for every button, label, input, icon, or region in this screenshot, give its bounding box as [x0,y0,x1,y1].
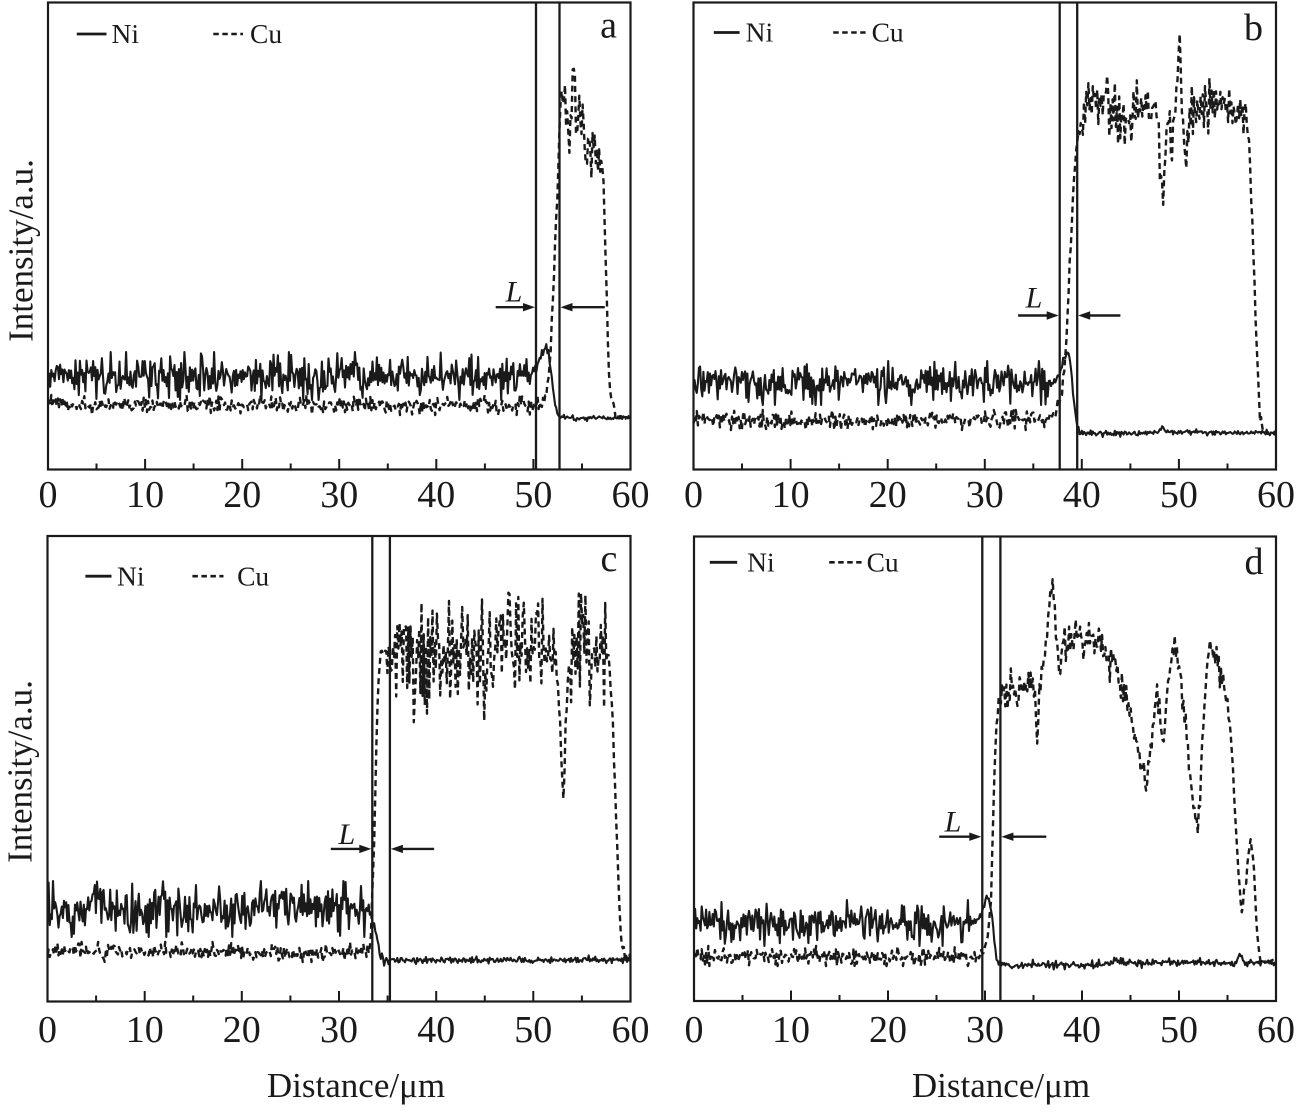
svg-text:60: 60 [612,474,650,516]
svg-text:Distance/μm: Distance/μm [267,1066,445,1105]
svg-text:a: a [600,5,617,47]
svg-text:Cu: Cu [867,547,899,578]
svg-text:Cu: Cu [237,560,269,591]
svg-text:L: L [944,806,962,839]
svg-text:0: 0 [685,1009,704,1051]
svg-text:60: 60 [612,1009,650,1051]
svg-text:40: 40 [417,474,455,516]
svg-text:50: 50 [514,1009,552,1051]
svg-text:60: 60 [1257,1009,1295,1051]
svg-text:Ni: Ni [112,18,140,49]
svg-text:10: 10 [772,474,810,516]
svg-text:50: 50 [514,474,552,516]
svg-text:10: 10 [772,1009,810,1051]
svg-text:Ni: Ni [747,547,775,578]
svg-text:0: 0 [38,1009,57,1051]
svg-text:c: c [600,538,617,580]
svg-text:20: 20 [223,1009,261,1051]
svg-text:0: 0 [684,474,703,516]
svg-text:20: 20 [869,474,907,516]
svg-text:Cu: Cu [872,17,904,48]
svg-text:10: 10 [126,474,164,516]
svg-text:Ni: Ni [746,17,774,48]
svg-text:Intensity/a.u.: Intensity/a.u. [2,159,41,342]
svg-text:30: 30 [320,1009,358,1051]
svg-text:40: 40 [1063,474,1101,516]
svg-text:L: L [337,818,355,851]
svg-text:Ni: Ni [117,560,145,591]
svg-text:50: 50 [1160,474,1198,516]
svg-text:L: L [1025,282,1043,315]
svg-text:d: d [1245,541,1264,583]
svg-text:40: 40 [1063,1009,1101,1051]
svg-text:L: L [505,276,523,309]
svg-text:b: b [1244,7,1263,49]
svg-text:20: 20 [869,1009,907,1051]
svg-text:0: 0 [39,474,58,516]
svg-text:40: 40 [417,1009,455,1051]
svg-text:Distance/μm: Distance/μm [912,1066,1090,1105]
svg-text:30: 30 [320,474,358,516]
svg-text:30: 30 [966,474,1004,516]
svg-text:30: 30 [966,1009,1004,1051]
svg-text:60: 60 [1257,474,1295,516]
svg-text:Intensity/a.u.: Intensity/a.u. [1,680,40,863]
svg-text:10: 10 [126,1009,164,1051]
svg-text:50: 50 [1160,1009,1198,1051]
svg-text:20: 20 [223,474,261,516]
svg-text:Cu: Cu [250,18,282,49]
